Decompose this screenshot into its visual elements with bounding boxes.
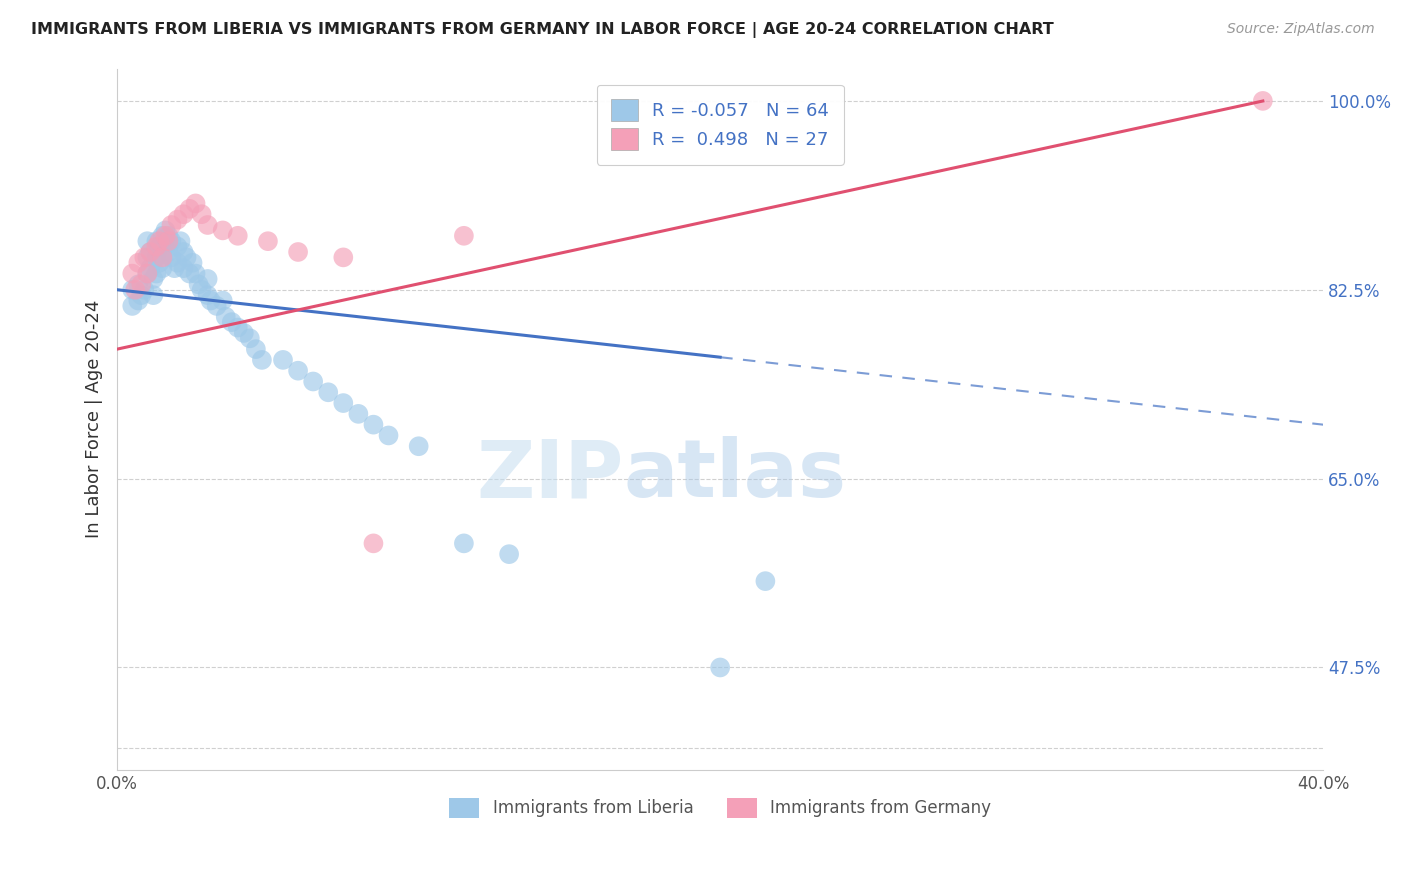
Point [155,239,177,253]
Point [190,207,212,221]
Point [287,364,309,378]
Point [184,196,207,211]
Point [136,234,159,248]
Point [155,228,177,243]
Point [173,207,195,221]
Point [1251,94,1274,108]
Point [152,228,174,243]
Y-axis label: In Labor Force | Age 20-24: In Labor Force | Age 20-24 [86,300,103,539]
Point [211,293,233,308]
Point [139,244,162,259]
Point [173,261,195,276]
Point [127,277,149,292]
Point [408,439,430,453]
Point [453,228,475,243]
Point [136,267,159,281]
Point [271,352,294,367]
Text: ZIP: ZIP [477,436,624,515]
Point [245,342,267,356]
Point [250,352,273,367]
Point [157,244,180,259]
Point [709,660,731,674]
Point [363,417,385,432]
Point [197,272,219,286]
Point [226,228,249,243]
Point [145,267,167,281]
Point [142,288,165,302]
Point [152,261,174,276]
Point [157,228,180,243]
Point [160,234,183,248]
Point [148,239,170,253]
Point [190,283,212,297]
Point [211,223,233,237]
Point [127,293,149,308]
Point [205,299,228,313]
Point [145,251,167,265]
Point [136,267,159,281]
Text: Source: ZipAtlas.com: Source: ZipAtlas.com [1227,22,1375,37]
Point [166,239,188,253]
Point [134,283,156,297]
Point [197,218,219,232]
Point [332,396,354,410]
Point [160,218,183,232]
Point [302,375,325,389]
Point [187,277,209,292]
Text: atlas: atlas [624,436,846,515]
Point [179,267,201,281]
Point [332,251,354,265]
Point [232,326,254,340]
Point [145,234,167,248]
Point [173,244,195,259]
Point [226,320,249,334]
Point [498,547,520,561]
Point [152,244,174,259]
Point [754,574,776,589]
Point [139,261,162,276]
Point [166,212,188,227]
Point [169,234,191,248]
Point [179,202,201,216]
Point [257,234,280,248]
Point [124,283,146,297]
Point [363,536,385,550]
Point [176,251,198,265]
Point [287,244,309,259]
Point [121,267,143,281]
Point [453,536,475,550]
Point [155,223,177,237]
Point [160,251,183,265]
Point [163,261,186,276]
Point [148,234,170,248]
Point [136,251,159,265]
Point [131,288,153,302]
Point [239,331,262,345]
Text: IMMIGRANTS FROM LIBERIA VS IMMIGRANTS FROM GERMANY IN LABOR FORCE | AGE 20-24 CO: IMMIGRANTS FROM LIBERIA VS IMMIGRANTS FR… [31,22,1053,38]
Point [197,288,219,302]
Point [152,251,174,265]
Point [139,244,162,259]
Point [184,267,207,281]
Point [134,251,156,265]
Point [215,310,238,324]
Point [221,315,243,329]
Point [127,256,149,270]
Point [181,256,204,270]
Point [157,234,180,248]
Point [347,407,370,421]
Point [200,293,222,308]
Point [142,272,165,286]
Point [121,283,143,297]
Point [131,277,153,292]
Point [316,385,339,400]
Point [166,256,188,270]
Point [145,239,167,253]
Point [148,256,170,270]
Point [377,428,399,442]
Legend: Immigrants from Liberia, Immigrants from Germany: Immigrants from Liberia, Immigrants from… [443,791,998,825]
Point [121,299,143,313]
